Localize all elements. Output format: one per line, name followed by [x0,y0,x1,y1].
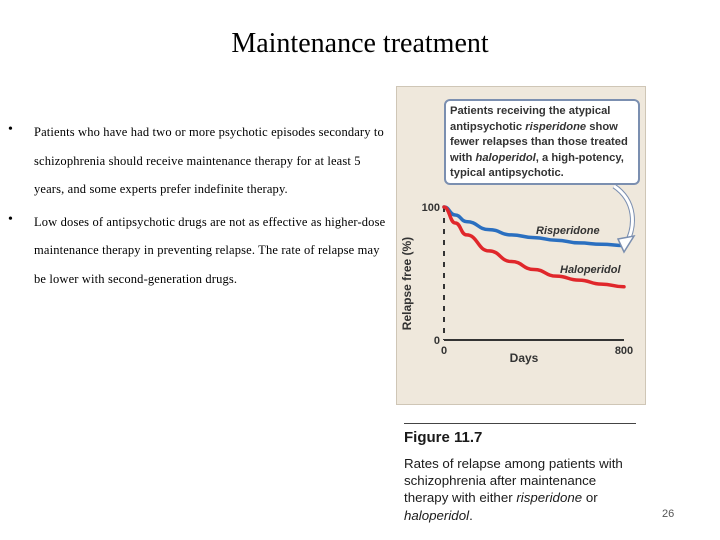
callout-arrow-head-icon [616,234,636,254]
bullet-item: • Patients who have had two or more psyc… [8,118,386,204]
callout-drug-1: risperidone [525,120,587,133]
x-axis-label: Days [510,351,539,365]
series-line-risperidone [442,205,626,248]
series-label-haloperidol: Haloperidol [560,264,621,276]
bullet-dot-icon: • [8,211,14,227]
caption-drug-2: haloperidol [404,507,470,523]
series-label-risperidone: Risperidone [536,225,600,237]
slide-title: Maintenance treatment [231,28,489,59]
callout-drug-2: haloperidol [475,151,536,164]
caption-drug-1: risperidone [516,490,583,506]
figure-callout: Patients receiving the atypical antipsyc… [444,99,640,185]
bullet-dot-icon: • [8,122,14,137]
y-tick-label: 100 [422,202,440,214]
callout-text-1: Patients receiving the atypical antipsyc… [450,105,611,133]
x-tick-label: 0 [441,345,447,357]
y-tick-label: 0 [434,335,440,347]
bullet-text: Low doses of antipsychotic drugs are not… [34,214,386,286]
y-axis-label: Relapse free (%) [400,237,414,330]
bullet-item: • Low doses of antipsychotic drugs are n… [8,208,386,294]
bullet-list: • Patients who have had two or more psyc… [8,118,386,293]
bullet-text: Patients who have had two or more psycho… [34,125,384,196]
caption-text-3: . [469,507,473,523]
page-number: 26 [662,508,675,520]
caption-text-1: Rates of relapse among patients with sch… [404,456,623,506]
series-line-haloperidol [442,205,626,289]
callout-text-3: , a high-potency, typical antipsychotic. [450,151,624,180]
caption-text-2: or [582,490,598,506]
figure-caption-title: Figure 11.7 [404,429,483,446]
callout-text-2: show fewer relapses than those treated w… [450,120,628,164]
figure-caption: Rates of relapse among patients with sch… [404,455,644,524]
relapse-chart: 0 100 0 800 Days Relapse free (%) Risperidone H… [400,183,636,365]
caption-divider [404,423,636,424]
x-tick-label: 800 [615,345,633,357]
